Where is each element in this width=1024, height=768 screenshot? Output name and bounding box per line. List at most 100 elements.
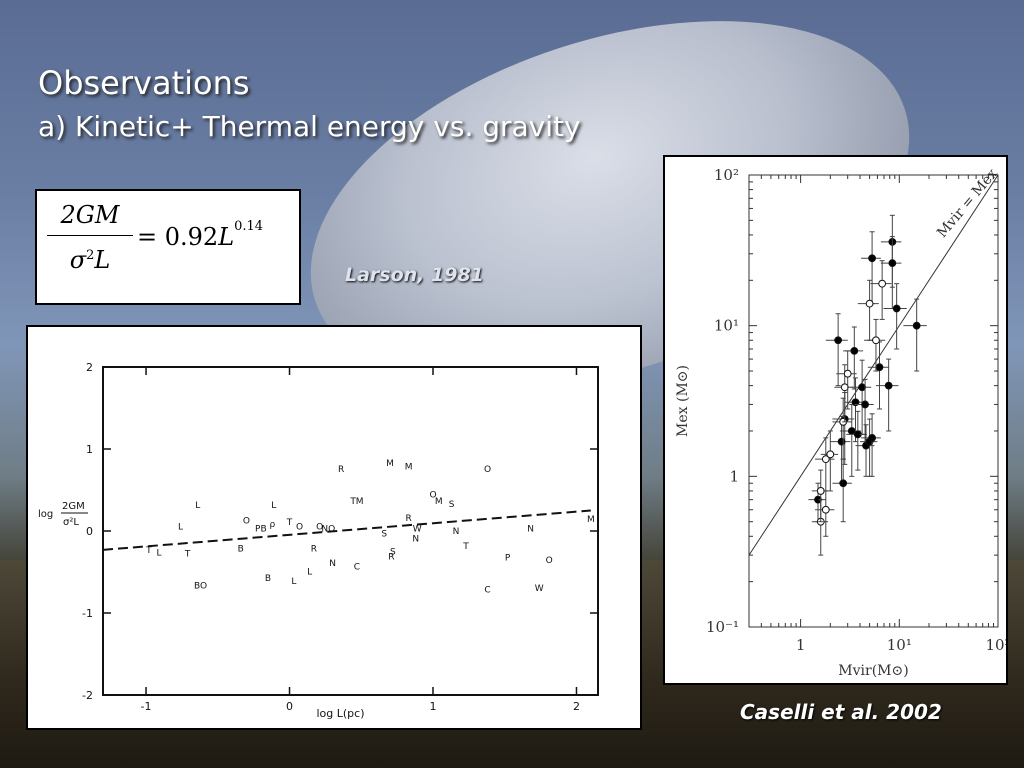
filled-data-point: [892, 304, 901, 313]
y-tick-label: 10⁻¹: [706, 618, 739, 636]
filled-data-point: [912, 321, 921, 330]
data-point-label: P: [505, 553, 511, 563]
data-point-label: ρ: [269, 520, 275, 530]
y-axis-label: Mex (M⊙): [675, 365, 691, 437]
caselli-plot: 1 10¹ 10² 10⁻¹ 1 10¹ 10² Mvir(M⊙) Mex (M⊙) Mvir =…: [675, 166, 1006, 679]
data-point-label: N: [329, 559, 336, 569]
formula-numerator: 2GM: [47, 201, 133, 236]
data-point-label: L: [195, 501, 200, 511]
data-point-label: L: [271, 501, 276, 511]
data-point-label: NO: [321, 525, 335, 535]
y-tick-label: 0: [86, 525, 93, 538]
y-tick-label: 10²: [714, 166, 739, 184]
data-point-label: M: [405, 462, 413, 472]
x-tick-label: 2: [573, 700, 580, 713]
data-point-label: R: [338, 465, 344, 475]
open-data-point: [872, 336, 880, 345]
x-tick-label: -1: [141, 700, 152, 713]
open-data-point: [821, 505, 830, 514]
data-point-label: L: [156, 549, 161, 559]
filled-data-point: [850, 347, 859, 355]
formula-rhs-exp: 0.14: [234, 219, 264, 234]
y-tick-label: -1: [82, 607, 93, 620]
data-point-label: T: [184, 549, 191, 559]
filled-data-point: [888, 259, 897, 268]
x-tick-label: 1: [796, 636, 806, 654]
y-tick-label: 1: [86, 443, 93, 456]
data-point-label: M: [386, 459, 394, 469]
data-point-label: L: [291, 577, 296, 587]
y-tick-label: -2: [82, 689, 93, 702]
filled-data-point: [858, 383, 867, 392]
data-point-label: O: [243, 517, 250, 527]
open-data-point: [840, 383, 849, 392]
y-tick-label: 10¹: [714, 317, 739, 335]
formula-sigma-exp: 2: [86, 248, 95, 263]
data-point-label: W: [535, 584, 544, 594]
data-point-label: N: [412, 535, 419, 545]
fit-line: [102, 509, 591, 551]
data-point-label: R: [388, 553, 394, 563]
caselli-credit: Caselli et al. 2002: [740, 700, 942, 724]
data-point-label: B: [238, 544, 244, 554]
slide-title: Observations: [38, 64, 250, 102]
data-point-label: BO: [194, 581, 207, 591]
reference-line-label: Mvir = Mex: [934, 166, 1001, 241]
data-point-label: S: [381, 530, 387, 540]
larson-plot-panel: 2 1 0 -1 -2 -1 0 1 2 log L(pc) log 2GM σ²L T L T L L BO O B P…: [26, 325, 642, 730]
filled-data-point: [868, 433, 876, 442]
formula-rhs-prefix: = 0.92: [137, 223, 219, 251]
caselli-plot-panel: 1 10¹ 10² 10⁻¹ 1 10¹ 10² Mvir(M⊙) Mex (M⊙) Mvir =…: [663, 155, 1008, 685]
data-point-label: O: [484, 465, 491, 475]
open-data-point: [865, 299, 874, 308]
data-point-label: TM: [349, 497, 363, 507]
y-axis-label-den: σ²L: [63, 517, 79, 528]
open-data-point: [843, 369, 852, 378]
x-axis-label: log L(pc): [316, 707, 364, 720]
plot-frame: [748, 174, 999, 628]
larson-formula-box: 2GM σ2L = 0.92L0.14: [35, 189, 301, 305]
y-axis-label-prefix: log: [38, 509, 53, 520]
data-point-label: W: [413, 525, 422, 535]
filled-data-point: [834, 336, 843, 345]
reference-line: [748, 174, 999, 556]
data-point-label: O: [429, 490, 436, 500]
filled-data-point: [839, 479, 848, 488]
data-point-label: S: [449, 500, 455, 510]
data-point-label: O: [546, 556, 553, 566]
formula-rhs-var: L: [218, 223, 235, 251]
data-point-label: O: [296, 522, 303, 532]
data-point-label: N: [527, 525, 534, 535]
data-point-label: L: [178, 522, 183, 532]
open-data-point: [821, 455, 830, 464]
filled-data-point: [837, 437, 846, 446]
formula-denominator: σ2L: [47, 236, 133, 274]
y-tick-label: 1: [729, 467, 739, 485]
data-point-label: PB: [255, 525, 267, 535]
open-data-point: [878, 279, 887, 288]
data-point-label: T: [462, 542, 469, 552]
data-point-label: M: [587, 515, 595, 525]
data-point-label: C: [354, 562, 360, 572]
open-data-point: [826, 450, 835, 459]
formula-den-L: L: [94, 246, 111, 274]
formula-rhs: = 0.92L0.14: [137, 219, 263, 251]
data-point-label: T: [145, 546, 152, 556]
filled-data-point: [884, 381, 893, 390]
filled-data-point: [861, 400, 869, 409]
data-point-label: T: [286, 518, 293, 528]
data-point-label: L: [307, 567, 312, 577]
data-point-label: B: [265, 574, 271, 584]
x-tick-label: 0: [286, 700, 293, 713]
data-point-label: S: [390, 548, 396, 558]
x-tick-label: 10¹: [887, 636, 912, 654]
x-tick-label: 1: [430, 700, 437, 713]
x-axis-label: Mvir(M⊙): [838, 663, 908, 679]
data-point-label: M: [435, 497, 443, 507]
formula-fraction: 2GM σ2L: [47, 201, 133, 274]
data-point-label: C: [484, 585, 490, 595]
data-point-label: R: [405, 514, 411, 524]
x-tick-label: 10²: [985, 636, 1006, 654]
filled-data-point: [868, 254, 876, 263]
